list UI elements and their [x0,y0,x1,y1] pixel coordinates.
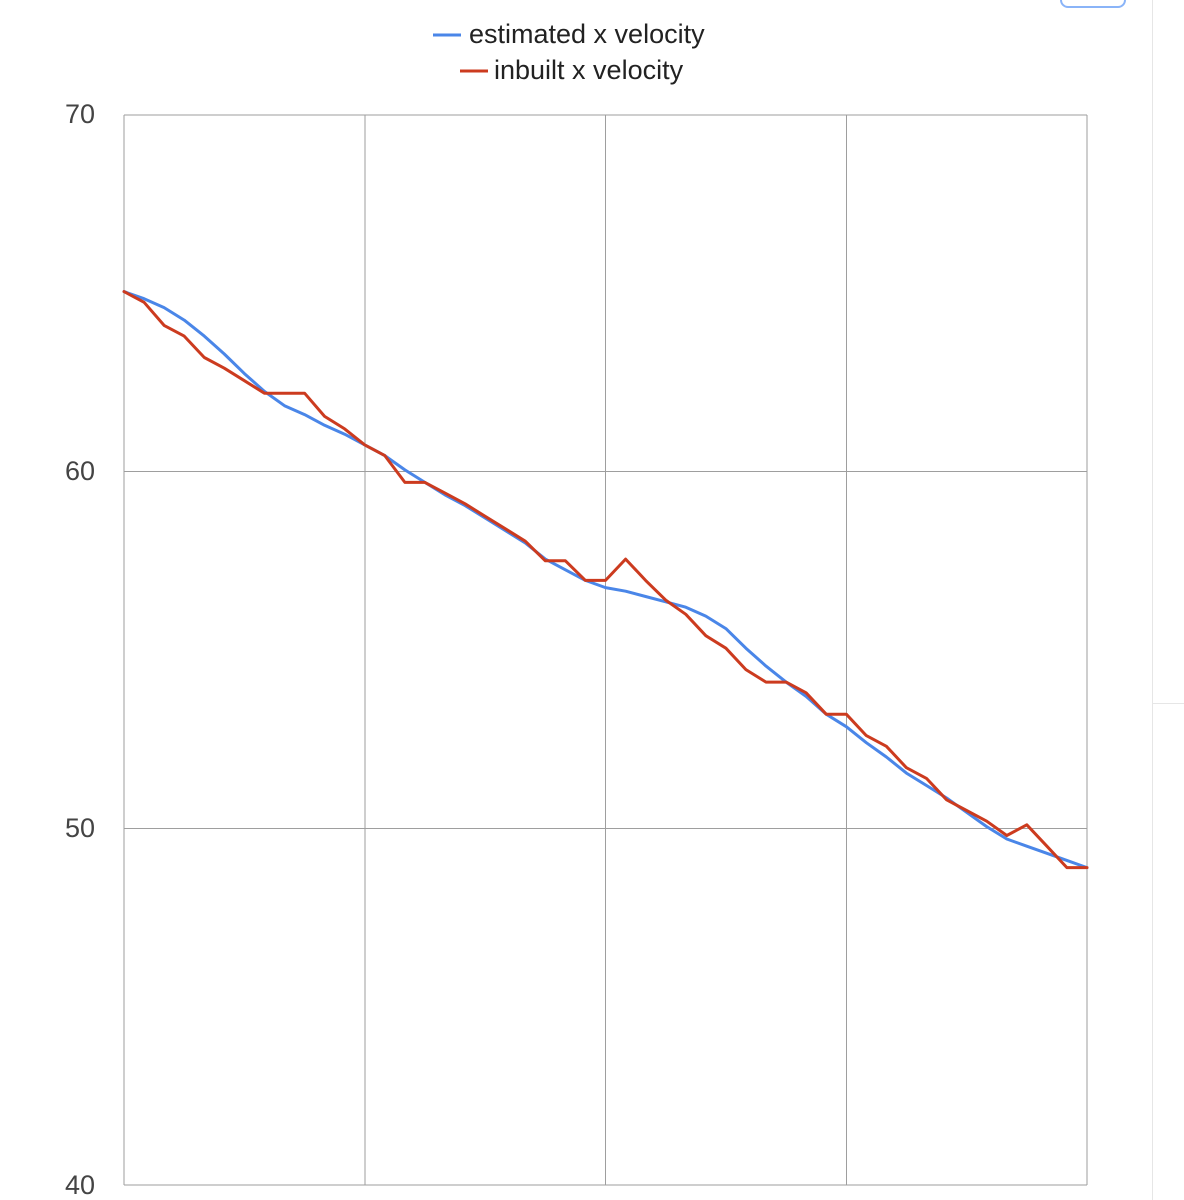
series-line-inbuilt [122,290,1089,870]
series-line-estimated [122,290,1089,870]
right-panel-edge [1152,0,1184,1200]
y-axis-tick-labels: 70 60 50 40 [65,99,95,1200]
chart-series [122,290,1089,870]
y-tick-label-60: 60 [65,456,95,486]
y-tick-label-40: 40 [65,1170,95,1200]
legend-entry-estimated[interactable]: estimated x velocity [433,19,705,49]
legend-entry-inbuilt[interactable]: inbuilt x velocity [460,55,684,85]
y-tick-label-50: 50 [65,813,95,843]
y-tick-label-70: 70 [65,99,95,129]
chart-legend[interactable]: estimated x velocity inbuilt x velocity [433,19,705,85]
legend-label-estimated: estimated x velocity [469,19,705,49]
panel-divider [1153,703,1184,704]
line-chart: 70 60 50 40 estimated x velocity inbuilt… [65,19,1089,1200]
chart-gridlines [123,114,1088,1186]
legend-label-inbuilt: inbuilt x velocity [494,55,684,85]
